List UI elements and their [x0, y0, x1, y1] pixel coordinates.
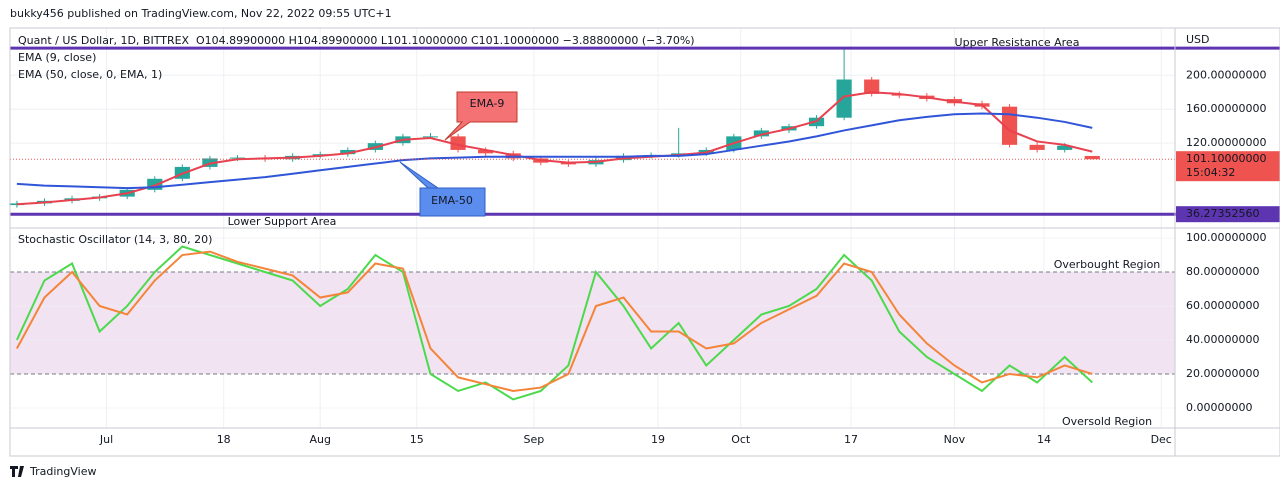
- x-tick-label: Nov: [944, 433, 966, 446]
- band-label: Overbought Region: [1054, 258, 1161, 271]
- y-tick-label: 40.00000000: [1186, 333, 1259, 346]
- band-fill: [10, 272, 1175, 374]
- callout-box: [399, 161, 486, 217]
- candle-body: [340, 149, 356, 155]
- ema50-callout: EMA-50: [399, 161, 486, 217]
- y-tick-label: 20.00000000: [1186, 367, 1259, 380]
- y-tick-label: 100.00000000: [1186, 231, 1266, 244]
- x-tick-label: 14: [1037, 433, 1051, 446]
- callout-label: EMA-50: [431, 194, 473, 207]
- x-tick-label: Dec: [1151, 433, 1172, 446]
- logo-icon: [10, 466, 24, 477]
- series-line: [15, 245, 1093, 401]
- price-tag: [1176, 206, 1280, 223]
- y-tick-label: 160.00000000: [1186, 102, 1266, 115]
- x-tick-label: Oct: [731, 433, 751, 446]
- candle-body: [864, 79, 880, 94]
- band-label: Oversold Region: [1062, 415, 1152, 428]
- candle-body: [229, 157, 246, 159]
- candle-body: [753, 130, 769, 137]
- countdown: 15:04:32: [1186, 166, 1235, 179]
- publisher: bukky456 published on TradingView.com, N…: [10, 7, 392, 20]
- x-tick-label: 17: [844, 433, 858, 446]
- callout-box: [444, 91, 518, 141]
- candle-body: [9, 203, 25, 206]
- currency: USD: [1186, 33, 1210, 46]
- legend-ema50: EMA (50, close, 0, EMA, 1): [18, 68, 162, 81]
- y-tick-label: 80.00000000: [1186, 265, 1259, 278]
- level-label: Upper Resistance Area: [955, 36, 1080, 49]
- logo: TradingView: [10, 465, 96, 478]
- x-tick-label: Sep: [524, 433, 545, 446]
- footer: TradingView: [29, 465, 96, 478]
- legend-stoch: Stochastic Oscillator (14, 3, 80, 20): [18, 233, 212, 246]
- ohlc: O104.89900000 H104.89900000 L101.1000000…: [196, 34, 695, 47]
- y-tick-label: 0.00000000: [1186, 401, 1252, 414]
- legend-ema9: EMA (9, close): [18, 51, 96, 64]
- series-line: [16, 91, 1093, 206]
- x-tick-label: 15: [410, 433, 424, 446]
- plot: Jul 18 Aug 15 Sep 19 Oct 17 Nov 14 Dec 200.00000000…: [9, 28, 1280, 446]
- candle-body: [478, 149, 494, 154]
- y-tick-label: 200.00000000: [1186, 68, 1266, 81]
- callout-label: EMA-9: [470, 97, 505, 110]
- x-tick-label: 19: [651, 433, 665, 446]
- series-line: [16, 112, 1093, 190]
- level-label: Lower Support Area: [228, 215, 337, 228]
- frame: [9, 27, 1280, 457]
- price-tag-label: 36.27352560: [1186, 207, 1259, 220]
- ema9-callout: EMA-9: [444, 91, 518, 141]
- symbol: Quant / US Dollar, 1D, BITTREX: [18, 34, 190, 47]
- y-tick-label: 60.00000000: [1186, 299, 1259, 312]
- y-tick-label: 120.00000000: [1186, 136, 1266, 149]
- price-tag-label: 101.10000000: [1186, 152, 1266, 165]
- candle-body: [1057, 145, 1073, 150]
- price-tag: [1176, 151, 1280, 182]
- series-line: [16, 250, 1093, 392]
- candle-body: [147, 178, 163, 190]
- candle-body: [1084, 155, 1100, 160]
- candle-body: [422, 136, 439, 138]
- candle-body: [1029, 144, 1045, 150]
- x-tick-label: Aug: [309, 433, 330, 446]
- x-tick-label: Jul: [99, 433, 113, 446]
- candle-body: [1001, 106, 1018, 145]
- candle-body: [836, 79, 852, 118]
- x-tick-label: 18: [217, 433, 231, 446]
